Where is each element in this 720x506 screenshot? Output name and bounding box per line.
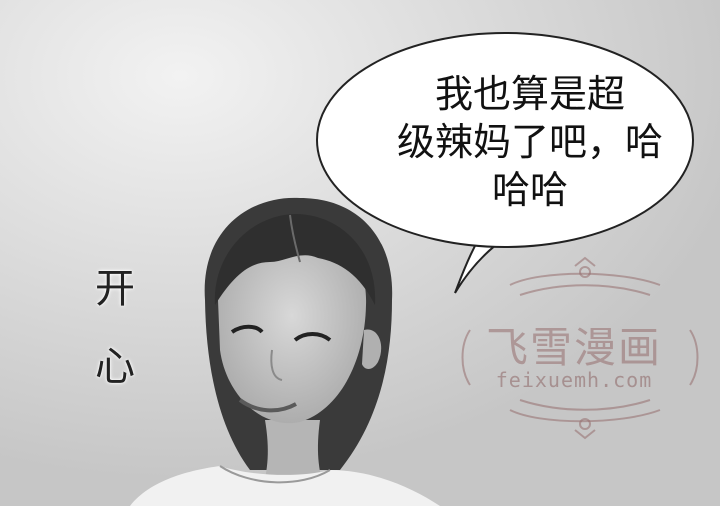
watermark-title: 飞雪漫画 [485, 323, 662, 372]
speech-bubble [316, 32, 694, 294]
side-caption: 开 心 [88, 250, 142, 406]
bubble-line: 哈哈 [491, 168, 568, 212]
speech-bubble-text: 我也算是超 级辣妈了吧，哈 哈哈 [380, 70, 680, 214]
watermark-frame [461, 256, 699, 440]
side-caption-char: 开 [95, 266, 135, 312]
bubble-line: 我也算是超 [434, 72, 625, 116]
watermark-url: feixuemh.com [495, 368, 653, 392]
watermark: 飞雪漫画 feixuemh.com [456, 258, 692, 448]
side-caption-char: 心 [95, 344, 135, 390]
woman-figure [130, 197, 440, 506]
bubble-line: 级辣妈了吧，哈 [396, 120, 663, 164]
